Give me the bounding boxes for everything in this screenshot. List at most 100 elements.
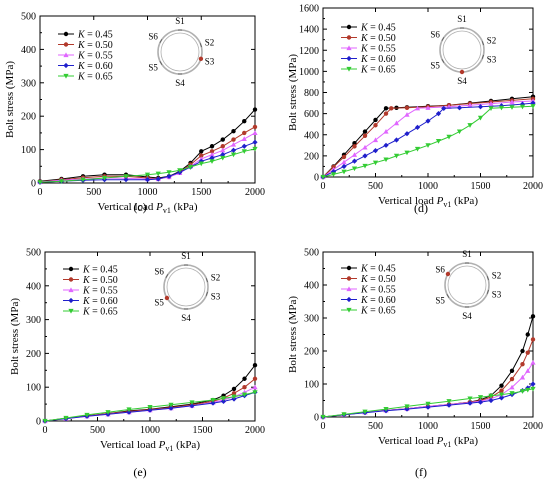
ring-label: S5 bbox=[435, 296, 445, 306]
y-tick-label: 200 bbox=[304, 151, 319, 162]
data-point bbox=[477, 395, 484, 400]
x-tick-label: 0 bbox=[38, 187, 43, 198]
y-tick-label: 1600 bbox=[299, 4, 319, 15]
data-point bbox=[467, 123, 473, 128]
data-point bbox=[341, 159, 347, 165]
x-axis-label: Vertical load Pv1 (kPa) bbox=[378, 435, 478, 449]
ring-label: S3 bbox=[205, 57, 215, 67]
ring-inner bbox=[447, 265, 487, 305]
data-point bbox=[525, 387, 531, 393]
data-point bbox=[80, 177, 86, 183]
legend-entry: K = 0.55 bbox=[82, 286, 118, 297]
data-point bbox=[498, 392, 505, 398]
ring-label: S4 bbox=[175, 78, 185, 88]
data-point bbox=[414, 124, 421, 130]
bolt-mark bbox=[165, 274, 169, 278]
data-point bbox=[126, 407, 132, 413]
data-point bbox=[147, 407, 153, 413]
legend-entry: K = 0.55 bbox=[360, 285, 396, 296]
data-point bbox=[530, 104, 536, 109]
data-point bbox=[425, 143, 431, 148]
legend-entry: K = 0.50 bbox=[82, 275, 118, 286]
data-point bbox=[105, 410, 111, 415]
data-point bbox=[341, 154, 347, 160]
ring-label: S6 bbox=[435, 265, 445, 275]
x-tick-label: 1000 bbox=[418, 421, 438, 432]
series-0 bbox=[42, 363, 258, 424]
data-point bbox=[155, 176, 161, 182]
legend-marker bbox=[346, 24, 352, 30]
data-point bbox=[210, 397, 216, 403]
data-point bbox=[404, 105, 410, 111]
x-tick-label: 1500 bbox=[193, 425, 213, 436]
series-line bbox=[322, 98, 534, 178]
legend-marker bbox=[346, 265, 352, 271]
y-tick-label: 1000 bbox=[299, 67, 319, 78]
ring-diagram: S1 S2 S3 S4 S5 S6 bbox=[148, 16, 214, 88]
data-point bbox=[446, 134, 452, 140]
x-tick-label: 2000 bbox=[245, 187, 265, 198]
legend-marker bbox=[68, 266, 74, 272]
data-point bbox=[199, 153, 204, 158]
ring-label: S1 bbox=[175, 16, 185, 26]
legend-marker bbox=[63, 52, 69, 58]
data-point bbox=[210, 400, 216, 406]
x-tick-label: 1000 bbox=[138, 187, 158, 198]
x-tick-label: 0 bbox=[321, 181, 326, 192]
data-point bbox=[123, 174, 129, 179]
legend-entry: K = 0.50 bbox=[360, 33, 396, 44]
ring-outer bbox=[163, 264, 209, 310]
data-point bbox=[488, 100, 494, 106]
data-point bbox=[509, 391, 515, 396]
y-tick-label: 600 bbox=[304, 109, 319, 120]
ring-label: S2 bbox=[492, 270, 502, 280]
data-point bbox=[509, 368, 515, 373]
ring-label: S5 bbox=[430, 61, 440, 71]
data-point bbox=[126, 409, 132, 415]
y-tick-label: 200 bbox=[21, 112, 36, 123]
data-point bbox=[252, 390, 258, 395]
data-point bbox=[241, 143, 247, 149]
bolt-mark bbox=[199, 43, 202, 48]
chart-panel-e: 0 500 1000 1500 2000 0 100 200 300 400 500 Vertical… bbox=[9, 248, 265, 480]
data-point bbox=[393, 137, 400, 143]
y-tick-label: 100 bbox=[21, 145, 36, 156]
data-point bbox=[372, 160, 379, 166]
y-tick-label: 300 bbox=[21, 78, 36, 89]
bolt-mark bbox=[441, 59, 445, 63]
legend-entry: K = 0.45 bbox=[360, 23, 396, 34]
ring-label: S5 bbox=[154, 298, 164, 308]
data-point bbox=[362, 409, 368, 415]
series-4 bbox=[42, 390, 258, 424]
y-tick-label: 1200 bbox=[299, 46, 319, 57]
ring-label: S6 bbox=[148, 32, 158, 42]
legend-entry: K = 0.55 bbox=[360, 44, 396, 55]
data-point bbox=[230, 141, 237, 147]
data-point bbox=[242, 130, 247, 136]
x-tick-label: 0 bbox=[43, 425, 48, 436]
panel-label: (e) bbox=[133, 465, 146, 479]
legend-entry: K = 0.65 bbox=[77, 72, 113, 83]
data-point bbox=[467, 396, 473, 402]
ring-label: S2 bbox=[211, 272, 221, 282]
data-point bbox=[252, 124, 258, 130]
series-line bbox=[44, 386, 256, 422]
data-point bbox=[425, 404, 431, 410]
x-tick-label: 1500 bbox=[471, 181, 491, 192]
data-point bbox=[351, 166, 358, 172]
data-point bbox=[425, 118, 431, 124]
data-point bbox=[42, 418, 48, 424]
y-tick-label: 100 bbox=[26, 383, 41, 394]
data-point bbox=[123, 177, 129, 183]
y-axis-label: Bolt stress (MPa) bbox=[287, 54, 299, 131]
bolt-mark bbox=[159, 61, 163, 65]
data-point bbox=[477, 115, 484, 121]
data-point bbox=[351, 152, 358, 157]
highlighted-bolt bbox=[198, 56, 204, 61]
data-point bbox=[231, 394, 237, 400]
chart-panel-d: 0 500 1000 1500 2000 0 200 400 600 800 1000 1200 140… bbox=[287, 4, 543, 216]
data-point bbox=[362, 133, 368, 139]
data-point bbox=[488, 106, 494, 111]
y-tick-label: 0 bbox=[314, 173, 319, 184]
